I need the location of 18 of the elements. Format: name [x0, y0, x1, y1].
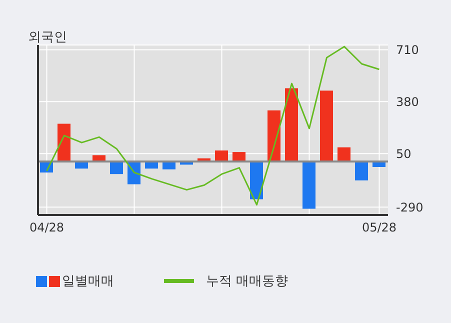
bar [302, 161, 316, 209]
legend-label: 일별매매 [61, 273, 114, 290]
legend-label: 누적 매매동향 [205, 273, 288, 290]
chart-title: 외국인 [28, 29, 67, 46]
x-tick-label: 04/28 [29, 220, 64, 235]
bar [320, 90, 333, 162]
y-tick-label: 380 [396, 94, 419, 109]
y-tick-label: -290 [396, 200, 424, 214]
bar [110, 161, 123, 174]
bar [285, 88, 298, 162]
y-tick-label: 50 [396, 146, 412, 161]
y-tick-label: 710 [396, 42, 419, 57]
bar [338, 147, 350, 162]
x-tick-label: 05/28 [362, 220, 397, 235]
bar [58, 124, 70, 162]
line-series [46, 46, 380, 206]
bar [355, 161, 368, 180]
bar [215, 150, 228, 162]
